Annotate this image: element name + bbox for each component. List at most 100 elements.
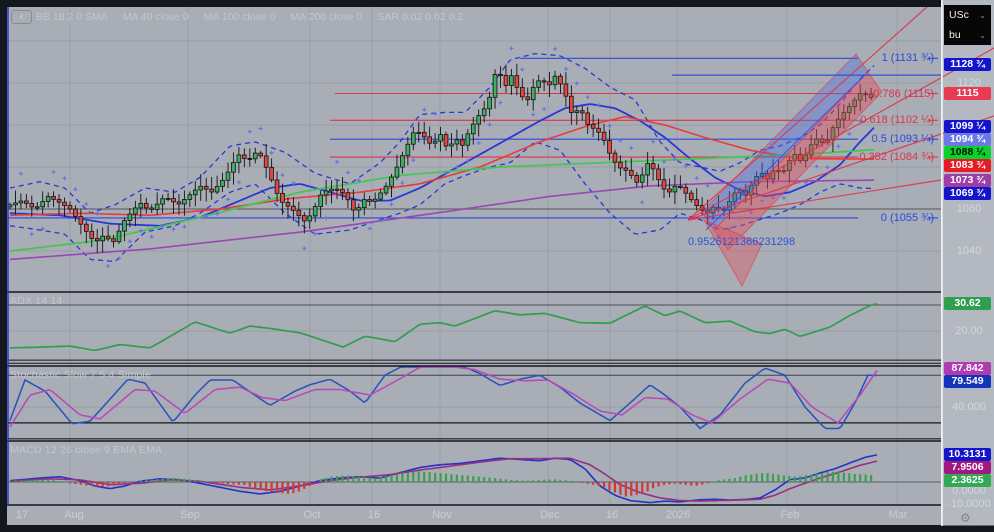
candle [683,186,689,194]
candle [176,201,182,205]
back-button[interactable]: ‹ [11,10,32,24]
candle [192,189,198,196]
candle [323,190,329,196]
unit-selector-usc[interactable]: USc ⌄ [944,9,991,21]
candle [650,163,656,170]
candle [383,185,389,194]
candle [814,138,819,146]
candle [372,198,378,202]
candle [487,96,492,110]
candle [111,238,116,243]
candle [351,199,356,211]
candle [787,159,792,172]
unit-usc-label: USc [949,9,969,21]
candle [165,197,171,200]
candle [432,140,438,144]
candle [340,188,345,194]
channel-red [713,71,883,251]
candle [460,139,465,146]
candle [443,134,449,147]
candle [569,95,574,113]
settings-gear-icon[interactable]: ⚙ [960,511,971,525]
candle [590,123,596,129]
candle [220,179,225,187]
candle [263,155,269,168]
candle [116,230,122,243]
candle [694,199,699,206]
candle [242,154,247,159]
candle [252,152,258,160]
candle [716,206,721,210]
candle [18,200,24,204]
candle [78,216,84,225]
candle [476,115,481,125]
candle [656,168,661,181]
candle [84,223,89,232]
candle [345,192,351,201]
candle [198,185,204,191]
candle [803,154,808,162]
candle [73,208,78,217]
candle [672,185,678,193]
wedge-red [703,219,763,287]
chevron-down-icon: ⌄ [979,10,986,20]
candle [214,186,220,193]
candle [836,118,841,129]
candle [356,207,362,211]
candle [329,188,334,192]
candle [149,207,155,210]
candle [62,201,67,206]
candle [830,127,836,141]
candle [639,174,645,183]
ma-40-line [9,103,875,227]
candle [421,131,427,138]
candle [596,127,601,133]
candle [13,202,18,206]
candle [667,188,672,193]
candle [367,199,372,202]
candle [361,199,367,209]
candle [94,237,100,242]
candle [301,215,307,222]
candle [819,138,825,143]
price-axis-unit-box: USc ⌄ bu ⌄ [944,5,991,45]
candle [416,131,422,134]
stoch-d-line [9,366,878,428]
candle [449,143,454,147]
candle [868,93,874,98]
candle [612,152,618,163]
candle [45,196,51,202]
adx-line [9,302,878,352]
candle [558,75,563,85]
candle [530,86,536,101]
candle [378,192,383,200]
unit-selector-bu[interactable]: bu ⌄ [944,29,991,41]
candle [143,202,149,209]
candle [160,198,165,205]
candle [187,194,193,200]
candle [454,139,460,145]
candle [481,108,487,117]
candle [563,83,569,97]
candle [203,185,209,190]
candle [225,171,231,181]
candle [247,158,253,161]
bb-upper-line [9,52,875,214]
candle [579,110,585,114]
candle [438,134,443,142]
candle [492,73,498,98]
candle [291,205,296,211]
candle [182,199,187,205]
candle [285,201,291,207]
candle [312,206,318,217]
candle [400,155,405,168]
candle [410,132,416,145]
candle [127,213,133,221]
candle [541,80,547,83]
candle [394,166,400,178]
candle [847,106,852,113]
candle [105,235,111,240]
candle [863,93,868,96]
